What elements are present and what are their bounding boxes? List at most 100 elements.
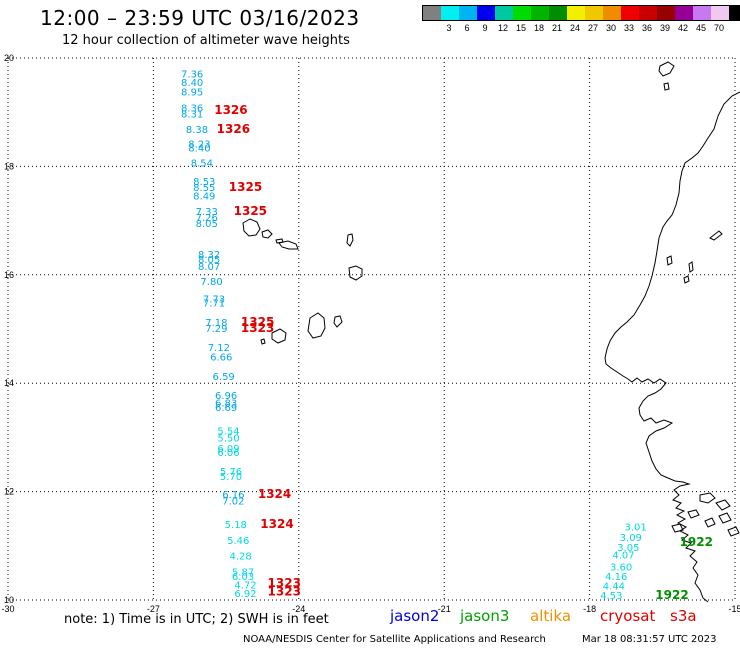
legend-swatch: [711, 6, 729, 20]
satellite-name: jason3: [460, 607, 510, 625]
swh-value: 8.05: [196, 219, 218, 230]
swh-value: 4.28: [230, 552, 252, 563]
pass-number-label: 1324: [260, 517, 293, 531]
swh-value: 4.44: [603, 581, 625, 592]
island-maio: [333, 315, 343, 328]
legend-swatch: [639, 6, 657, 20]
swh-value: 5.54: [217, 426, 239, 437]
swh-value: 8.31: [181, 109, 203, 120]
lat-tick-label: 10: [4, 595, 14, 605]
legend-label: 45: [695, 23, 707, 33]
legend-swatch: [693, 6, 711, 20]
legend-label: 15: [515, 23, 527, 33]
coast-island-1: [658, 61, 675, 77]
swh-value: 3.05: [617, 543, 639, 554]
legend-label: 12: [497, 23, 509, 33]
swh-value: 6.59: [213, 372, 235, 383]
pass-number-label: 1325: [234, 204, 267, 218]
swh-value: 5.18: [225, 520, 247, 531]
lon-tick-label: -15: [728, 604, 740, 614]
map-grid: [7, 57, 736, 601]
swh-value: 8.54: [191, 159, 213, 170]
swh-value: 7.71: [203, 298, 225, 309]
legend-swatch: [621, 6, 639, 20]
pass-number-label: 1922: [680, 535, 713, 549]
pass-number-label: 1324: [258, 487, 291, 501]
island-brava: [260, 338, 266, 345]
island-sao-vicente: [261, 229, 273, 239]
legend-label: 36: [641, 23, 653, 33]
legend-swatches: [422, 5, 740, 21]
legend-label: 6: [464, 23, 470, 33]
swh-value: 8.07: [198, 262, 220, 273]
swh-value: 8.36: [181, 103, 203, 114]
legend-swatch: [513, 6, 531, 20]
legend-label: 9: [482, 23, 488, 33]
swh-value: 6.03: [232, 572, 254, 583]
legend-swatch: [459, 6, 477, 20]
coast-island-5: [683, 275, 690, 284]
legend-swatch: [477, 6, 495, 20]
legend-swatch: [495, 6, 513, 20]
legend-swatch: [729, 6, 740, 20]
swh-value: 6.83: [215, 399, 237, 410]
lat-tick-label: 20: [4, 53, 14, 63]
swh-value: 8.23: [188, 140, 210, 151]
lat-tick-label: 12: [4, 487, 14, 497]
island-santo-antao: [242, 218, 261, 237]
swh-value: 8.40: [181, 78, 203, 89]
axis-tick-labels: -30 -27 -24 -21 -18 -15 20 18 16 14 12 10: [1, 53, 740, 614]
coast-island-3: [709, 230, 723, 241]
swh-value: 7.29: [205, 324, 227, 335]
swh-value: 7.18: [205, 318, 227, 329]
swh-value: 6.06: [217, 448, 239, 459]
lat-tick-label: 14: [4, 378, 14, 388]
island-boa-vista: [348, 265, 363, 281]
lon-tick-label: -24: [292, 604, 305, 614]
swh-value: 3.09: [620, 533, 642, 544]
swh-value: 8.32: [198, 250, 220, 261]
swh-value: 4.72: [234, 580, 256, 591]
credit-line: NOAA/NESDIS Center for Satellite Applica…: [243, 634, 546, 645]
legend-label: 3: [446, 23, 452, 33]
legend-label: 18: [533, 23, 545, 33]
legend-label: 27: [587, 23, 599, 33]
pass-number-label: 1323: [241, 321, 274, 335]
page-title: 12:00 – 23:59 UTC 03/16/2023: [40, 6, 360, 30]
island-sao-nicolau: [278, 240, 299, 250]
lon-tick-label: -27: [147, 604, 160, 614]
swh-value: 5.70: [220, 472, 242, 483]
swh-value: 8.38: [186, 125, 208, 136]
swh-value: 8.49: [193, 192, 215, 203]
generation-timestamp: Mar 18 08:31:57 UTC 2023: [582, 634, 717, 645]
satellite-name: jason2: [390, 607, 440, 625]
swh-value: 8.95: [181, 88, 203, 99]
footnote: note: 1) Time is in UTC; 2) SWH is in fe…: [64, 612, 329, 627]
swh-value: 4.53: [600, 591, 622, 602]
coast-island-12: [671, 523, 684, 533]
legend-swatch: [585, 6, 603, 20]
satellite-name: s3a: [670, 607, 697, 625]
swh-value: 3.01: [625, 522, 647, 533]
legend-swatch: [567, 6, 585, 20]
swh-value: 6.66: [210, 353, 232, 364]
wave-height-labels: 7.368.408.958.368.318.388.238.408.548.53…: [181, 70, 713, 602]
swh-value: 7.36: [181, 70, 203, 81]
lon-tick-label: -30: [1, 604, 14, 614]
coast-island-7: [699, 492, 716, 504]
west-africa-coast: [604, 91, 740, 603]
swh-value: 8.53: [193, 177, 215, 188]
pass-number-label: 1326: [214, 103, 247, 117]
swh-value: 5.87: [232, 567, 254, 578]
swh-value: 7.12: [208, 343, 230, 354]
swh-value: 7.73: [203, 295, 225, 306]
pass-number-label: 1325: [229, 180, 262, 194]
legend-swatch: [675, 6, 693, 20]
pass-number-label: 1326: [217, 122, 250, 136]
swh-value: 4.07: [612, 550, 634, 561]
swh-value: 8.40: [188, 143, 210, 154]
coast-island-8: [715, 499, 731, 511]
island-sal: [346, 233, 354, 247]
